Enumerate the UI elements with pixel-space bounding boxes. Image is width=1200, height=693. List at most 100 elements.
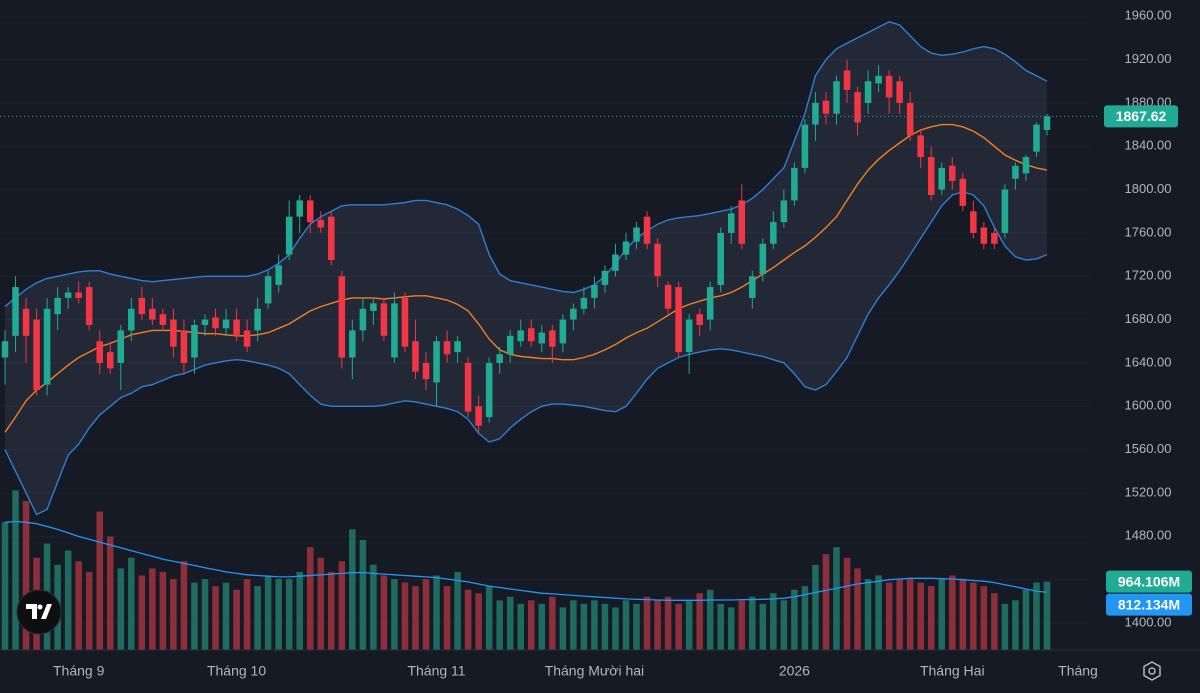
volume-bar <box>801 586 809 650</box>
volume-bar <box>527 600 535 650</box>
candle-body <box>780 200 788 223</box>
candle-body <box>370 303 377 311</box>
candle-body <box>896 81 903 103</box>
y-tick-label: 1400.00 <box>1125 614 1172 629</box>
volume-bar <box>549 596 556 650</box>
candle-body <box>812 102 819 125</box>
x-tick-label: Tháng Hai <box>920 663 985 679</box>
candle-body <box>128 308 135 331</box>
volume-bar <box>864 579 872 650</box>
volume-bar <box>264 575 272 650</box>
candle-body <box>233 319 240 336</box>
volume-bar <box>96 511 103 650</box>
grid <box>0 15 1090 624</box>
volume-bar <box>317 557 325 650</box>
settings-icon[interactable] <box>1143 661 1161 681</box>
logo-circle[interactable] <box>16 589 62 635</box>
volume-bar <box>1043 581 1051 650</box>
candle-body <box>75 292 82 298</box>
volume-bar <box>854 568 861 650</box>
volume-bar <box>64 550 72 650</box>
volume-bar <box>1012 600 1019 650</box>
volume-bar <box>412 586 419 650</box>
candle-body <box>117 330 125 363</box>
volume-bar <box>128 557 135 650</box>
volume-bar <box>622 600 630 650</box>
logo[interactable] <box>16 589 62 635</box>
volume-bar <box>285 579 293 650</box>
candle-body <box>685 319 693 353</box>
band-fill <box>5 21 1047 515</box>
candle-body <box>875 75 882 84</box>
volume-bar <box>170 579 177 650</box>
logo-dot[interactable] <box>37 604 43 610</box>
volume-bar <box>706 589 714 650</box>
candle-body <box>801 124 809 168</box>
candle-body <box>643 216 651 244</box>
candle-body <box>654 243 661 277</box>
candle-body <box>96 341 103 363</box>
candle-body <box>54 297 61 315</box>
candle-body <box>170 319 177 347</box>
volume-bar <box>454 571 461 650</box>
settings-button[interactable] <box>1143 661 1161 681</box>
logo-mark[interactable] <box>26 604 52 619</box>
settings-icon-center[interactable] <box>1148 667 1156 675</box>
volume-bar <box>633 603 640 650</box>
volume-bar <box>601 603 609 650</box>
y-tick-label: 1840.00 <box>1125 138 1172 153</box>
volume-bar <box>591 600 598 650</box>
candle-body <box>64 292 72 298</box>
volume-bar <box>106 536 114 650</box>
last-price-badge <box>1104 105 1178 128</box>
candle-body <box>201 319 209 325</box>
candle-body <box>475 406 482 426</box>
candle-body <box>538 332 546 344</box>
x-tick-label: Tháng 10 <box>207 663 266 679</box>
volume-bar <box>580 603 588 650</box>
candle-body <box>517 330 525 342</box>
candle-body <box>191 325 198 358</box>
volume-bar <box>885 582 893 650</box>
candle-body <box>349 330 356 358</box>
volume-bar <box>159 571 167 650</box>
band-middle-line <box>4 123 1048 433</box>
candle-body <box>854 92 861 123</box>
volume-bar <box>464 589 472 650</box>
candle-body <box>433 341 440 383</box>
candle-body <box>738 200 746 244</box>
candle-body <box>727 213 735 233</box>
candle-body <box>285 216 293 255</box>
volume-bar <box>664 596 672 650</box>
volume-bar <box>812 564 819 650</box>
candle-body <box>980 227 988 244</box>
y-tick-label: 1560.00 <box>1125 441 1172 456</box>
volume-bar <box>938 579 946 650</box>
candle-body <box>359 308 367 331</box>
candle-body <box>959 178 967 206</box>
candle-body <box>338 276 346 358</box>
candle-body <box>149 308 156 320</box>
candle-body <box>243 330 251 347</box>
volume-bar <box>485 586 493 650</box>
volume-bar <box>191 582 198 650</box>
candle-body <box>328 216 335 260</box>
candle-body <box>749 276 756 298</box>
candle-body <box>570 308 577 320</box>
candle-body <box>380 303 388 336</box>
volume-bar <box>243 579 251 650</box>
volume-bar <box>1001 603 1009 650</box>
candles <box>1 59 1051 434</box>
candle-body <box>43 308 51 385</box>
candle-body <box>306 200 314 223</box>
volume-bar <box>927 586 935 650</box>
band-lower-line <box>4 191 1048 516</box>
candle-body <box>401 297 409 347</box>
candle-body <box>1001 189 1009 233</box>
volume-ma-badge <box>1106 593 1192 616</box>
axes: 1400.001440.001480.001520.001560.001600.… <box>0 8 1192 679</box>
volume-bar <box>654 600 661 650</box>
volume-bar <box>959 579 967 650</box>
candle-body <box>138 297 146 315</box>
